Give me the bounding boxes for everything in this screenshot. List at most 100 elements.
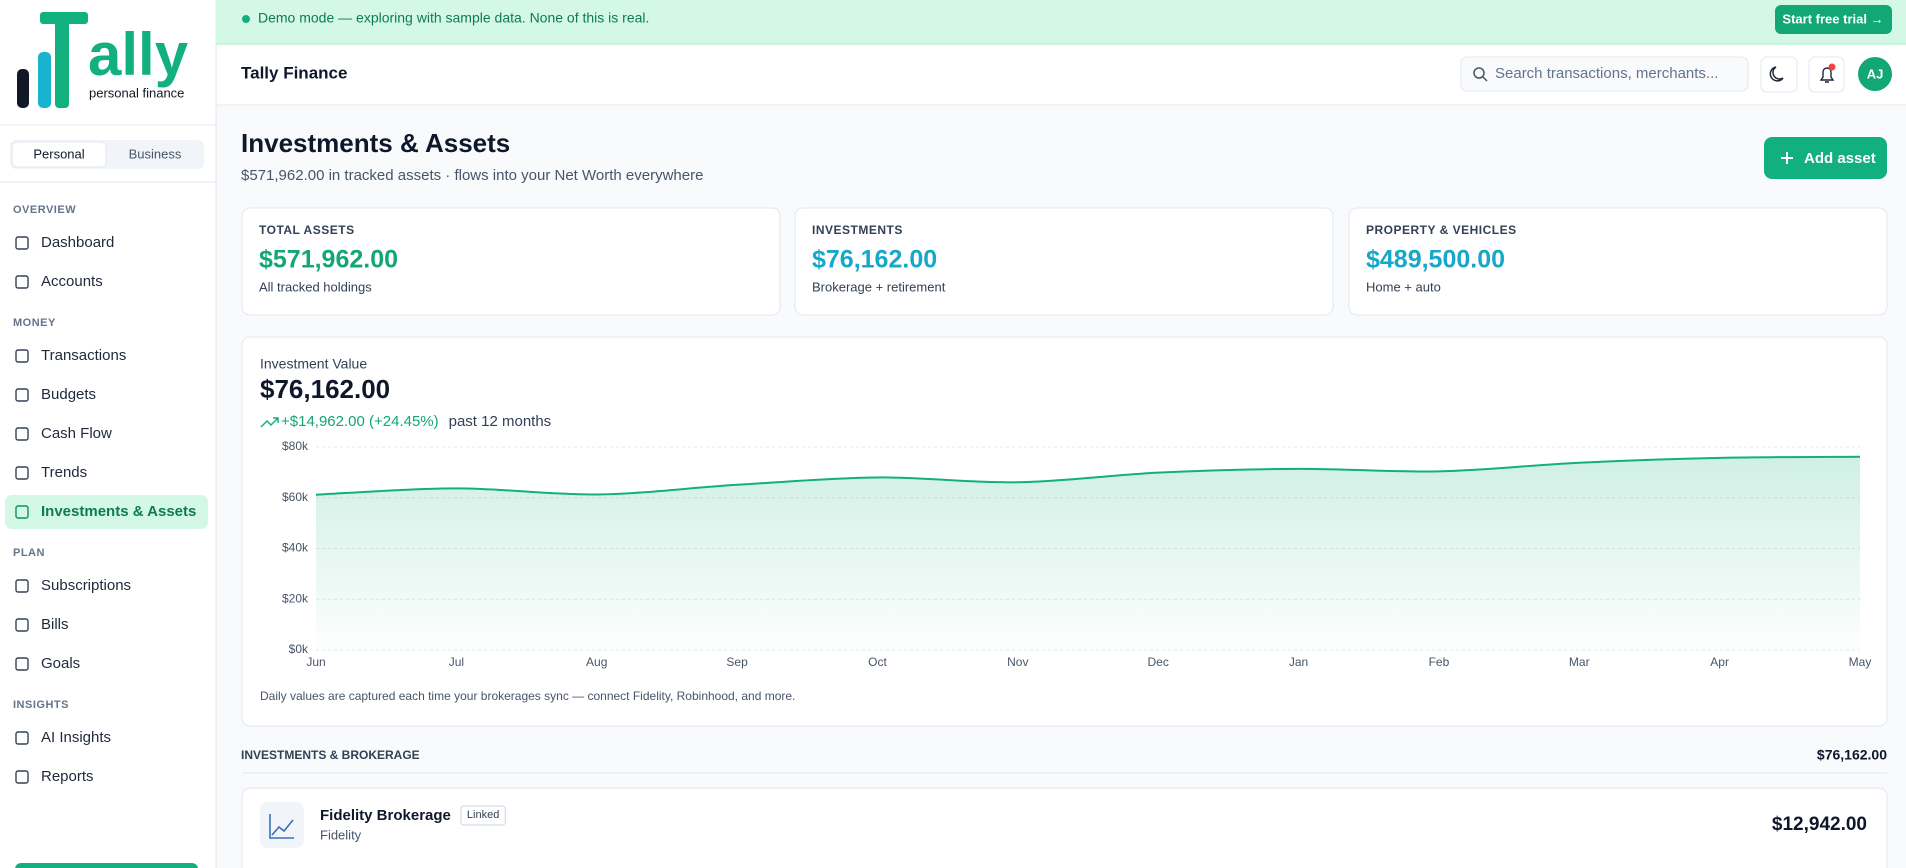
holding-icon <box>260 802 304 848</box>
nav-item[interactable]: Investments & Assets <box>41 503 196 520</box>
nav-icon <box>15 618 29 632</box>
add-asset-button[interactable] <box>1764 137 1887 179</box>
holding-card[interactable] <box>241 787 1888 868</box>
nav-item[interactable]: Bills <box>41 616 69 633</box>
holdings-list: Fidelity Brokerage Linked Fidelity $12,942.… <box>241 787 1888 868</box>
area <box>316 456 1860 650</box>
chart-period: past 12 months <box>449 413 552 430</box>
search-placeholder[interactable]: Search transactions, merchants... <box>1495 65 1718 82</box>
holding-amount: $12,942.00 <box>1772 814 1867 835</box>
nav-item[interactable]: AI Insights <box>41 729 111 746</box>
nav-icon <box>15 349 29 363</box>
card-label: PROPERTY & VEHICLES <box>1366 223 1517 237</box>
y-tick-label: $60k <box>282 490 309 504</box>
logo-tagline: personal finance <box>89 85 184 100</box>
nav-item[interactable]: Reports <box>41 768 94 785</box>
x-tick-label: Dec <box>1148 655 1169 669</box>
mode-option[interactable]: Business <box>129 146 182 161</box>
plot: $0k $20k $40k $60k $80k Jun Jul Aug Sep Oct Nov Dec… <box>282 439 1871 669</box>
x-tick-label: Jun <box>306 655 325 669</box>
x-tick-label: Mar <box>1569 655 1590 669</box>
card-label: TOTAL ASSETS <box>259 223 355 237</box>
mode-option[interactable]: Personal <box>33 146 84 161</box>
search-box[interactable] <box>1460 56 1749 92</box>
summary-card <box>794 207 1334 316</box>
logo-bar <box>38 52 51 108</box>
notification-dot <box>1828 63 1836 71</box>
sidebar-button[interactable] <box>15 863 198 868</box>
x-tick-label: Apr <box>1710 655 1729 669</box>
summary-card <box>1348 207 1888 316</box>
bell-icon <box>1819 67 1835 83</box>
nav-section-title: PLAN <box>13 547 45 559</box>
banner-message: Demo mode — exploring with sample data. … <box>258 10 649 26</box>
nav-item[interactable]: Trends <box>41 464 87 481</box>
logo[interactable]: ally personal finance <box>17 12 189 108</box>
demo-banner <box>216 0 1906 44</box>
nav-item[interactable]: Dashboard <box>41 234 114 251</box>
holding-institution: Fidelity <box>320 827 362 842</box>
add-asset-label[interactable]: Add asset <box>1804 150 1876 167</box>
nav-item[interactable]: Budgets <box>41 386 96 403</box>
page-subtitle: $571,962.00 in tracked assets · flows in… <box>241 167 703 184</box>
nav-section-title: MONEY <box>13 317 56 329</box>
page-title: Investments & Assets <box>241 128 510 158</box>
trend-icon <box>260 417 279 428</box>
nav-item[interactable]: Transactions <box>41 347 126 364</box>
x-tick-label: Feb <box>1429 655 1450 669</box>
header-title: Tally Finance <box>241 63 347 82</box>
card-note: Home + auto <box>1366 279 1441 294</box>
section-total: $76,162.00 <box>1817 747 1887 763</box>
holding-name: Fidelity Brokerage <box>320 807 451 824</box>
x-tick-label: Oct <box>868 655 887 669</box>
y-tick-label: $40k <box>282 541 309 555</box>
nav-item[interactable]: Accounts <box>41 273 103 290</box>
summary-cards: TOTAL ASSETS $571,962.00 All tracked holdi… <box>241 207 1888 316</box>
nav-icon <box>15 657 29 671</box>
chart-title: Investment Value <box>260 356 367 372</box>
card-value: $571,962.00 <box>259 246 398 274</box>
nav-icon <box>15 275 29 289</box>
theme-button[interactable] <box>1760 56 1798 93</box>
status-dot <box>242 15 250 23</box>
y-tick-label: $20k <box>282 591 309 605</box>
nav-icon <box>15 505 29 519</box>
holding-badge-box <box>460 805 506 826</box>
logo-wordmark: ally <box>88 21 189 88</box>
nav-icon <box>15 388 29 402</box>
nav-item[interactable]: Goals <box>41 655 80 672</box>
logo-bar <box>55 12 69 108</box>
nav-icon <box>15 770 29 784</box>
notifications-button[interactable] <box>1808 56 1845 93</box>
trial-button[interactable] <box>1775 5 1892 34</box>
search-icon <box>1473 67 1485 79</box>
x-tick-label: Jan <box>1289 655 1308 669</box>
nav-item[interactable]: Cash Flow <box>41 425 112 442</box>
summary-card <box>241 207 781 316</box>
x-tick-label: Nov <box>1007 655 1028 669</box>
y-tick-label: $0k <box>289 642 309 656</box>
section-title: INVESTMENTS & BROKERAGE <box>241 748 420 762</box>
x-tick-label: Jul <box>449 655 464 669</box>
logo-bar <box>17 69 29 108</box>
nav-item[interactable]: Subscriptions <box>41 577 131 594</box>
card-value: $489,500.00 <box>1366 246 1505 274</box>
nav-section-title: OVERVIEW <box>13 204 76 216</box>
chart-change: +$14,962.00 (+24.45%) <box>281 413 439 430</box>
trial-button-label[interactable]: Start free trial → <box>1782 11 1883 26</box>
card-label: INVESTMENTS <box>812 223 903 237</box>
card-note: All tracked holdings <box>259 279 372 294</box>
nav: OVERVIEW Dashboard Accounts MONEY Transactio… <box>5 204 208 785</box>
search-icon <box>1482 76 1488 82</box>
chart-footnote: Daily values are captured each time your… <box>260 689 795 703</box>
avatar-initials[interactable]: AJ <box>1867 66 1884 81</box>
y-tick-label: $80k <box>282 439 309 453</box>
nav-section-title: INSIGHTS <box>13 699 69 711</box>
nav-icon <box>15 466 29 480</box>
plus-icon <box>1781 152 1793 164</box>
line <box>315 455 1861 496</box>
nav-icon <box>15 236 29 250</box>
avatar[interactable] <box>1858 57 1892 91</box>
card-note: Brokerage + retirement <box>812 279 946 294</box>
